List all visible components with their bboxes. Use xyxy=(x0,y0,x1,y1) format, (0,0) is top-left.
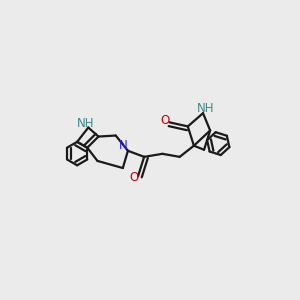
Text: NH: NH xyxy=(76,117,94,130)
Text: NH: NH xyxy=(197,102,215,115)
Text: N: N xyxy=(119,139,128,152)
Text: O: O xyxy=(160,114,170,127)
Text: O: O xyxy=(129,171,138,184)
